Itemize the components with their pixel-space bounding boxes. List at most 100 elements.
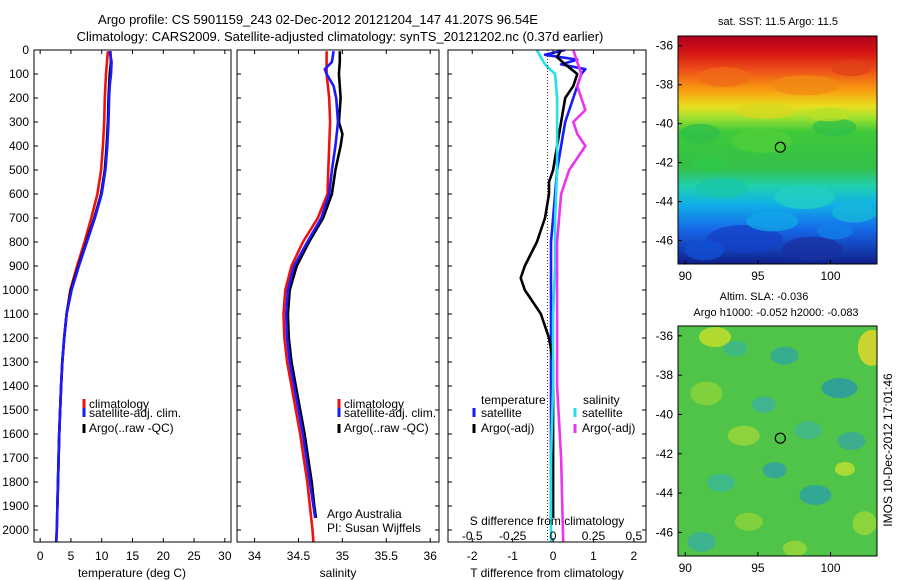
x-tick-label: 30	[218, 549, 232, 563]
lon-tick-label: 95	[751, 561, 765, 575]
sst-patches	[680, 60, 877, 261]
sst-patch	[695, 178, 748, 199]
sst-map-title: sat. SST: 11.5 Argo: 11.5	[718, 16, 838, 28]
sst-patch	[680, 123, 721, 144]
series-satellite-adj-clim-	[284, 50, 340, 519]
salinity-legend: climatology satellite-adj. clim. Argo(..…	[337, 397, 436, 435]
salinity-panel: 34 34.5 35 35.5 36 salinity climatology sate…	[236, 49, 440, 580]
y-tick-label: 1500	[2, 403, 29, 417]
x-tick-label: 25	[187, 549, 201, 563]
sla-patch	[770, 346, 799, 365]
sla-map-title: Altim. SLA: -0.036	[720, 291, 809, 303]
argo-position-marker	[774, 432, 786, 444]
sla-map-subtitle: Argo h1000: -0.052 h2000: -0.083	[693, 307, 858, 319]
y-tick-label: 1700	[2, 451, 29, 465]
sla-patch	[837, 432, 866, 451]
annotation-pi: PI: Susan Wijffels	[327, 521, 421, 535]
sst-patch	[698, 66, 751, 87]
legend-satellite: satellite-adj. clim.	[344, 406, 436, 420]
sla-patch	[751, 396, 776, 413]
difference-series	[519, 50, 587, 542]
sla-map-axes	[677, 325, 878, 557]
y-tick-label: 900	[9, 259, 29, 273]
x-tick-label: 5	[68, 549, 75, 563]
sla-patch	[794, 421, 823, 440]
x-tick-label: 20	[157, 549, 171, 563]
sst-patch	[812, 118, 857, 137]
sst-patch	[782, 236, 843, 261]
x-tick-label: 34	[248, 549, 262, 563]
temperature-axes	[33, 49, 232, 543]
title-line-1: Argo profile: CS 5901159_243 02-Dec-2012…	[98, 12, 538, 27]
lat-tick-label: -42	[656, 447, 674, 461]
legend-title-temperature: temperature	[481, 393, 546, 407]
sst-patch	[817, 223, 854, 240]
sst-map-panel: sat. SST: 11.5 Argo: 11.5 90	[656, 16, 878, 283]
sla-patch	[799, 485, 832, 506]
y-tick-label: 1900	[2, 499, 29, 513]
temperature-difference-ticks: -2 -1 0 1 2	[467, 50, 638, 563]
sst-patch	[684, 240, 725, 261]
salinity-axes	[236, 49, 440, 543]
salinity-tick-label: -0.5	[462, 529, 483, 543]
lat-tick-label: -44	[656, 486, 674, 500]
y-tick-label: 1600	[2, 427, 29, 441]
lon-tick-label: 90	[679, 561, 693, 575]
x-tick-label: 0	[550, 549, 557, 563]
series-argo-raw-qc-	[56, 51, 113, 507]
x-tick-label: 1	[590, 549, 597, 563]
x-tick-label: 35.5	[375, 549, 399, 563]
temperature-xlabel: temperature (deg C)	[78, 566, 186, 580]
argo-position-marker	[774, 141, 786, 153]
sla-patch	[687, 531, 716, 552]
imos-timestamp: IMOS 10-Dec-2012 17:01:46	[881, 373, 895, 527]
salinity-difference-ticks: -0.5 -0.25 0 0.25 0.5	[462, 529, 643, 543]
legend-t-satellite: satellite	[481, 406, 522, 420]
sst-patch	[832, 202, 877, 223]
sst-patch	[731, 128, 792, 153]
sst-patch	[706, 224, 783, 253]
sla-patch	[762, 462, 787, 479]
y-tick-label: 1300	[2, 355, 29, 369]
series-argo-raw-qc-	[286, 51, 344, 519]
sla-patch	[690, 381, 723, 406]
legend-satellite: satellite-adj. clim.	[89, 406, 181, 420]
y-tick-label: 2000	[2, 523, 29, 537]
x-tick-label: 35	[336, 549, 350, 563]
sla-lat-ticks: -36 -38 -40 -42 -44 -46	[656, 329, 682, 539]
y-tick-label: 600	[9, 187, 29, 201]
sst-patch	[735, 102, 796, 119]
sst-lon-ticks: 90 95 100	[679, 260, 841, 283]
legend-climatology: climatology	[89, 397, 149, 411]
sst-patch	[771, 75, 840, 96]
series-climatology	[282, 51, 332, 542]
salinity-difference-label: S difference from climatology	[470, 514, 625, 528]
x-tick-label: 10	[95, 549, 109, 563]
y-tick-label: 0	[22, 43, 29, 57]
sst-patch	[774, 185, 835, 210]
legend-title-salinity: salinity	[583, 393, 620, 407]
annotation-argo-australia: Argo Australia	[327, 507, 402, 521]
x-tick-label: -1	[507, 549, 518, 563]
salinity-tick-label: 0	[550, 529, 557, 543]
sst-patch	[692, 155, 729, 172]
y-tick-label: 100	[9, 67, 29, 81]
sla-lon-ticks: 90 95 100	[679, 552, 841, 575]
sla-patch	[821, 378, 858, 399]
difference-axes	[447, 49, 647, 543]
lat-tick-label: -38	[656, 368, 674, 382]
sla-map-panel: Altim. SLA: -0.036 Argo h1000: -0.052 h2…	[656, 291, 878, 575]
sst-patch	[806, 107, 851, 122]
lat-tick-label: -44	[656, 195, 674, 209]
y-tick-label: 1400	[2, 379, 29, 393]
salinity-series	[282, 50, 344, 542]
x-tick-label: 15	[126, 549, 140, 563]
lon-tick-label: 100	[821, 561, 841, 575]
temperature-difference-xlabel: T difference from climatology	[470, 566, 624, 580]
sla-patch	[782, 540, 807, 556]
title-line-2: Climatology: CARS2009. Satellite-adjuste…	[77, 29, 604, 44]
y-tick-label: 1100	[3, 307, 29, 321]
series-temperature-argo-adj-	[519, 50, 579, 518]
y-tick-label: 700	[9, 211, 29, 225]
lat-tick-label: -40	[656, 407, 674, 421]
